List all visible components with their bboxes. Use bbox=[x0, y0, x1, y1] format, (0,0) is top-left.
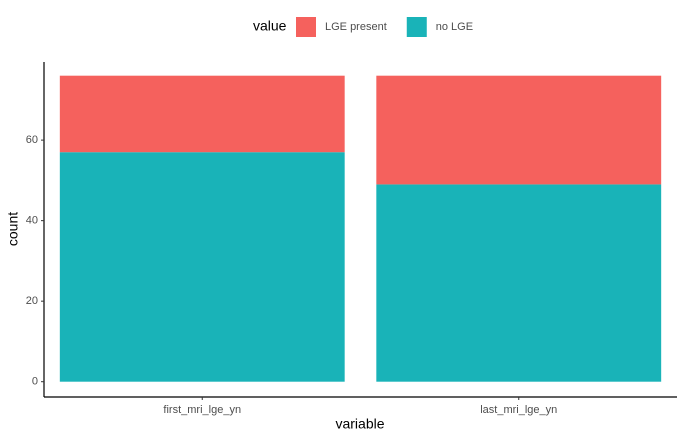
bar-segment bbox=[59, 75, 345, 153]
legend-swatch bbox=[296, 17, 316, 37]
y-axis-title: count bbox=[5, 212, 21, 246]
legend-label: no LGE bbox=[436, 21, 473, 33]
x-tick-label: last_mri_lge_yn bbox=[480, 404, 557, 416]
bar-segment bbox=[59, 152, 345, 382]
legend-swatch bbox=[406, 17, 427, 37]
bar-segment bbox=[376, 184, 662, 382]
legend-title: value bbox=[253, 18, 287, 34]
x-axis-title: variable bbox=[335, 416, 384, 432]
bar-segment bbox=[376, 75, 662, 185]
y-tick-label: 60 bbox=[26, 134, 38, 146]
x-tick-label: first_mri_lge_yn bbox=[163, 404, 241, 416]
y-tick-label: 20 bbox=[26, 295, 38, 307]
y-tick-label: 0 bbox=[32, 376, 38, 388]
legend-label: LGE present bbox=[325, 21, 387, 33]
y-tick-label: 40 bbox=[26, 215, 38, 227]
